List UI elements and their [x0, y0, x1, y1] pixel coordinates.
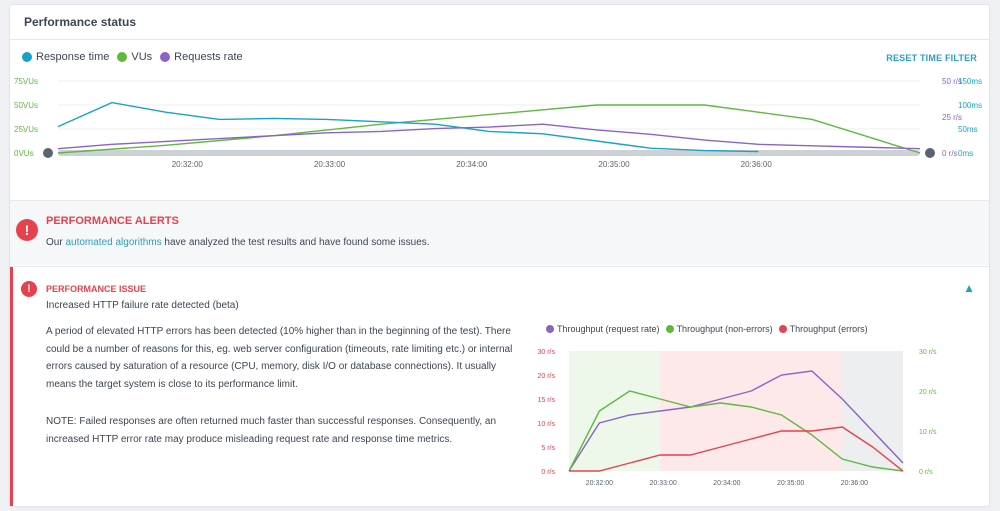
- performance-alerts-section: ! PERFORMANCE ALERTS Our automated algor…: [10, 201, 989, 265]
- alerts-description: Our automated algorithms have analyzed t…: [46, 237, 430, 248]
- legend-dot: [22, 52, 32, 62]
- y-tick-label: 0 r/s: [919, 469, 933, 476]
- y-tick-label: 15 r/s: [537, 397, 555, 404]
- x-tick-label: 20:35:00: [598, 160, 630, 169]
- legend-label: Throughput (request rate): [557, 324, 660, 334]
- x-tick-label: 20:34:00: [713, 480, 740, 487]
- panel-title: Performance status: [24, 15, 137, 29]
- legend-label: Requests rate: [174, 51, 243, 63]
- phase-band-end: [842, 351, 903, 471]
- chart-legend: Response time VUs Requests rate: [22, 51, 243, 63]
- y-tick-label: 30 r/s: [919, 349, 937, 356]
- divider: [10, 266, 989, 267]
- y-tick-label: 10 r/s: [537, 421, 555, 428]
- y-tick-label: 30 r/s: [537, 349, 555, 356]
- performance-issue-card: ! PERFORMANCE ISSUE Increased HTTP failu…: [10, 267, 989, 506]
- series-line-requests-rate: [57, 123, 921, 150]
- collapse-chevron-icon[interactable]: ▲: [963, 281, 975, 295]
- y-tick-label: 25VUs: [14, 125, 38, 134]
- y-tick-label: 50ms: [958, 125, 978, 134]
- time-scrollbar: [58, 150, 920, 156]
- x-tick-label: 20:33:00: [650, 480, 677, 487]
- legend-label: Throughput (non-errors): [676, 324, 773, 334]
- y-tick-label: 100ms: [958, 101, 982, 110]
- legend-dot: [160, 52, 171, 62]
- y-tick-label: 0 r/s: [942, 149, 958, 158]
- legend-throughput-request-rate[interactable]: Throughput (request rate): [546, 324, 660, 334]
- phase-band-errors: [660, 351, 843, 471]
- x-tick-label: 20:35:00: [777, 480, 804, 487]
- legend-dot: [665, 325, 674, 333]
- issue-alert-icon: !: [21, 281, 37, 297]
- y-tick-label: 25 r/s: [942, 113, 962, 122]
- x-tick-label: 20:34:00: [456, 160, 488, 169]
- issue-description: A period of elevated HTTP errors has bee…: [46, 326, 513, 390]
- automated-algorithms-link[interactable]: automated algorithms: [65, 237, 162, 248]
- issue-note: NOTE: Failed responses are often returne…: [46, 416, 497, 445]
- y-tick-label: 0 r/s: [541, 469, 555, 476]
- divider: [10, 200, 989, 201]
- throughput-legend: Throughput (request rate) Throughput (no…: [546, 324, 868, 334]
- y-tick-label: 20 r/s: [537, 373, 555, 380]
- series-line-response-time: [57, 101, 759, 153]
- legend-label: Throughput (errors): [789, 324, 868, 334]
- alerts-title: PERFORMANCE ALERTS: [46, 215, 179, 227]
- y-tick-label: 20 r/s: [919, 389, 937, 396]
- x-tick-label: 20:36:00: [741, 160, 773, 169]
- performance-chart[interactable]: 0VUs 25VUs 50VUs 75VUs 0 r/s 25 r/s 50 r/s 0ms 5…: [10, 69, 989, 179]
- x-tick-label: 20:36:00: [841, 480, 868, 487]
- y-tick-label: 0ms: [958, 149, 973, 158]
- scroll-right-icon: [925, 148, 935, 158]
- performance-status-panel: Performance status Response time VUs Req…: [9, 4, 990, 507]
- issue-severity-bar: [10, 267, 13, 506]
- legend-dot: [117, 52, 128, 62]
- divider: [10, 39, 989, 40]
- series-line-vus: [57, 104, 921, 154]
- issue-title: PERFORMANCE ISSUE: [46, 284, 147, 294]
- y-tick-label: 0VUs: [14, 149, 34, 158]
- y-tick-label: 5 r/s: [541, 445, 555, 452]
- issue-subtitle: Increased HTTP failure rate detected (be…: [46, 300, 239, 311]
- scroll-left-icon: [43, 148, 53, 158]
- x-tick-label: 20:32:00: [586, 480, 613, 487]
- series-line-throughput-request-rate-: [568, 370, 904, 472]
- legend-response-time[interactable]: Response time: [22, 51, 109, 63]
- series-line-throughput-errors-: [569, 426, 904, 472]
- y-tick-label: 150ms: [958, 77, 982, 86]
- y-tick-label: 50VUs: [14, 101, 38, 110]
- legend-dot: [778, 325, 787, 333]
- legend-label: Response time: [36, 51, 110, 63]
- y-tick-label: 50 r/s: [942, 77, 962, 86]
- legend-label: VUs: [131, 51, 153, 63]
- legend-throughput-errors[interactable]: Throughput (errors): [778, 324, 868, 334]
- x-tick-label: 20:33:00: [314, 160, 346, 169]
- alerts-desc-prefix: Our: [46, 237, 66, 248]
- phase-band-normal: [569, 351, 661, 471]
- reset-time-filter-button[interactable]: RESET TIME FILTER: [886, 53, 977, 63]
- legend-throughput-non-errors[interactable]: Throughput (non-errors): [665, 324, 773, 334]
- y-tick-label: 10 r/s: [919, 429, 937, 436]
- x-tick-label: 20:32:00: [172, 160, 204, 169]
- series-line-throughput-non-errors-: [568, 390, 904, 472]
- alert-icon: !: [16, 219, 38, 241]
- throughput-chart[interactable]: 0 r/s 5 r/s 10 r/s 15 r/s 20 r/s 30 r/s 0 r/s 1…: [515, 341, 955, 501]
- legend-requests-rate[interactable]: Requests rate: [160, 51, 243, 63]
- legend-vus[interactable]: VUs: [117, 51, 152, 63]
- alerts-desc-suffix: have analyzed the test results and have …: [161, 237, 430, 248]
- y-tick-label: 75VUs: [14, 77, 38, 86]
- legend-dot: [546, 325, 554, 333]
